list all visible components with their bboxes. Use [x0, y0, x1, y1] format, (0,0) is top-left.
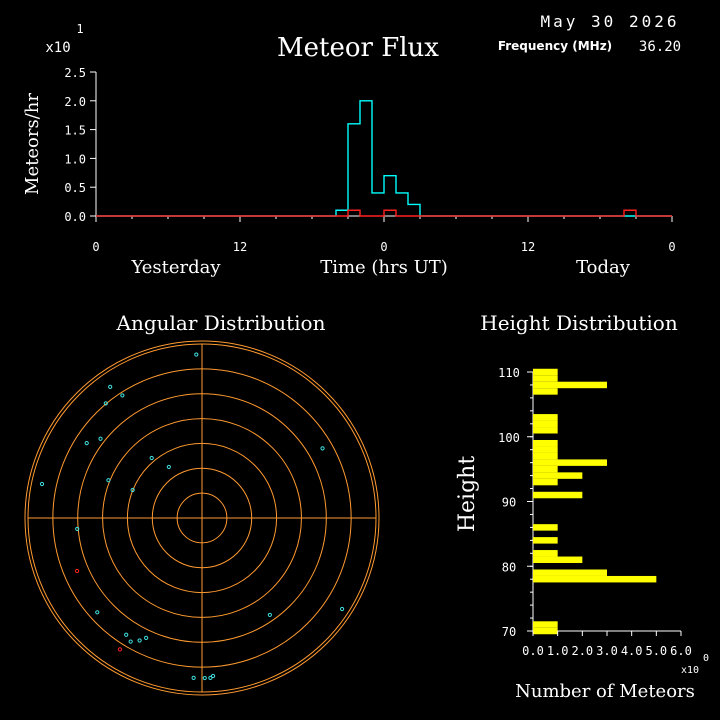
angular-point — [144, 635, 149, 640]
angular-point — [75, 526, 80, 532]
height-bar — [533, 537, 558, 544]
angular-point — [128, 639, 133, 644]
height-x-tick-label: 2.0 — [571, 644, 593, 658]
angular-title: Angular Distribution — [116, 311, 326, 335]
flux-y-tick-label: 1.0 — [64, 152, 86, 166]
height-bar — [533, 550, 558, 557]
height-bar — [533, 569, 607, 576]
flux-y-tick-label: 2.5 — [64, 66, 86, 80]
height-bar — [533, 575, 657, 583]
height-y-tick-label: 90 — [502, 496, 516, 510]
height-scale-label: x10 — [681, 665, 699, 676]
height-bar — [533, 556, 583, 564]
height-bar — [533, 524, 558, 531]
flux-x-tick-label: 12 — [521, 240, 535, 254]
angular-point — [84, 441, 89, 446]
angular-point — [103, 401, 108, 406]
angular-point — [191, 675, 196, 680]
angular-point — [106, 478, 111, 483]
angular-point — [202, 675, 207, 681]
height-bar — [533, 368, 558, 376]
flux-scale-label: x10 — [45, 40, 70, 56]
height-bar — [533, 375, 558, 382]
height-bar — [533, 446, 558, 453]
height-y-tick-label: 100 — [498, 431, 520, 445]
height-plot: 70 80 90 100 110 0.0 1.0 2.0 3.0 4.0 5.0 6.0 — [498, 366, 692, 658]
height-x-tick-label: 0.0 — [522, 644, 544, 658]
height-title: Height Distribution — [480, 311, 678, 335]
frequency-value: 36.20 — [639, 39, 681, 55]
height-y-axis-label: Height — [455, 456, 480, 532]
angular-point — [208, 675, 213, 680]
angular-point — [210, 673, 216, 679]
angular-point — [108, 384, 113, 389]
flux-series-line-1 — [96, 209, 672, 217]
height-y-tick-label: 110 — [498, 366, 520, 380]
height-bar — [533, 627, 558, 635]
flux-x-tick-label: 0 — [92, 240, 99, 254]
height-bar — [533, 491, 583, 499]
angular-point — [166, 464, 171, 470]
angular-point — [320, 446, 325, 451]
flux-y-tick-label: 2.0 — [64, 95, 86, 109]
height-bar — [533, 621, 558, 628]
height-bar — [533, 427, 558, 434]
angular-point — [130, 487, 135, 493]
angular-outer-ring — [24, 340, 380, 696]
height-bar — [533, 414, 558, 421]
height-bar — [533, 478, 558, 486]
height-x-tick-label: 5.0 — [645, 644, 667, 658]
angular-point — [120, 393, 125, 398]
flux-x-tick-label: 0 — [380, 240, 387, 254]
flux-x-tick-label: 0 — [668, 240, 675, 254]
height-x-tick-label: 6.0 — [670, 644, 692, 658]
angular-point — [137, 638, 142, 643]
height-x-tick-label: 3.0 — [596, 644, 618, 658]
height-bar — [533, 420, 558, 428]
height-bar — [533, 452, 558, 460]
flux-y-axis-label: Meteors/hr — [22, 93, 43, 195]
flux-plot: 0.0 0.5 1.0 1.5 2.0 2.5 0 12 0 12 0 — [64, 66, 675, 254]
angular-point — [39, 481, 45, 487]
flux-x-tick-label: 12 — [233, 240, 247, 254]
flux-day-label-yesterday: Yesterday — [130, 257, 221, 278]
flux-scale-exponent: 1 — [76, 22, 83, 36]
height-bar — [533, 465, 558, 473]
flux-x-axis-label: Time (hrs UT) — [320, 257, 448, 278]
height-y-tick-label: 80 — [502, 560, 516, 574]
frequency-label: Frequency (MHz) — [498, 39, 612, 53]
height-y-tick-label: 70 — [502, 625, 516, 639]
flux-title: Meteor Flux — [277, 33, 439, 63]
angular-point-red — [117, 647, 123, 652]
flux-y-tick-label: 1.5 — [64, 124, 86, 138]
angular-point-red — [74, 568, 80, 574]
angular-point — [98, 436, 103, 441]
height-x-axis-label: Number of Meteors — [515, 681, 695, 702]
height-bar — [533, 459, 607, 466]
height-scale-exponent: 0 — [703, 653, 709, 664]
height-bar — [533, 439, 558, 447]
height-bar — [533, 388, 558, 395]
height-bar — [533, 472, 583, 479]
angular-point — [339, 606, 345, 612]
flux-y-tick-label: 0.5 — [64, 181, 86, 195]
height-x-tick-label: 4.0 — [621, 644, 643, 658]
report-date: May 30 2026 — [541, 12, 680, 31]
angular-point — [124, 632, 129, 637]
angular-point — [149, 455, 154, 461]
angular-plot — [24, 340, 380, 696]
height-x-tick-label: 1.0 — [547, 644, 569, 658]
flux-day-label-today: Today — [576, 257, 631, 278]
flux-series-line-0 — [96, 100, 672, 217]
angular-point — [95, 610, 100, 615]
angular-point — [267, 612, 272, 618]
flux-y-tick-label: 0.0 — [64, 210, 86, 224]
angular-point — [194, 352, 199, 357]
height-bar — [533, 381, 607, 389]
